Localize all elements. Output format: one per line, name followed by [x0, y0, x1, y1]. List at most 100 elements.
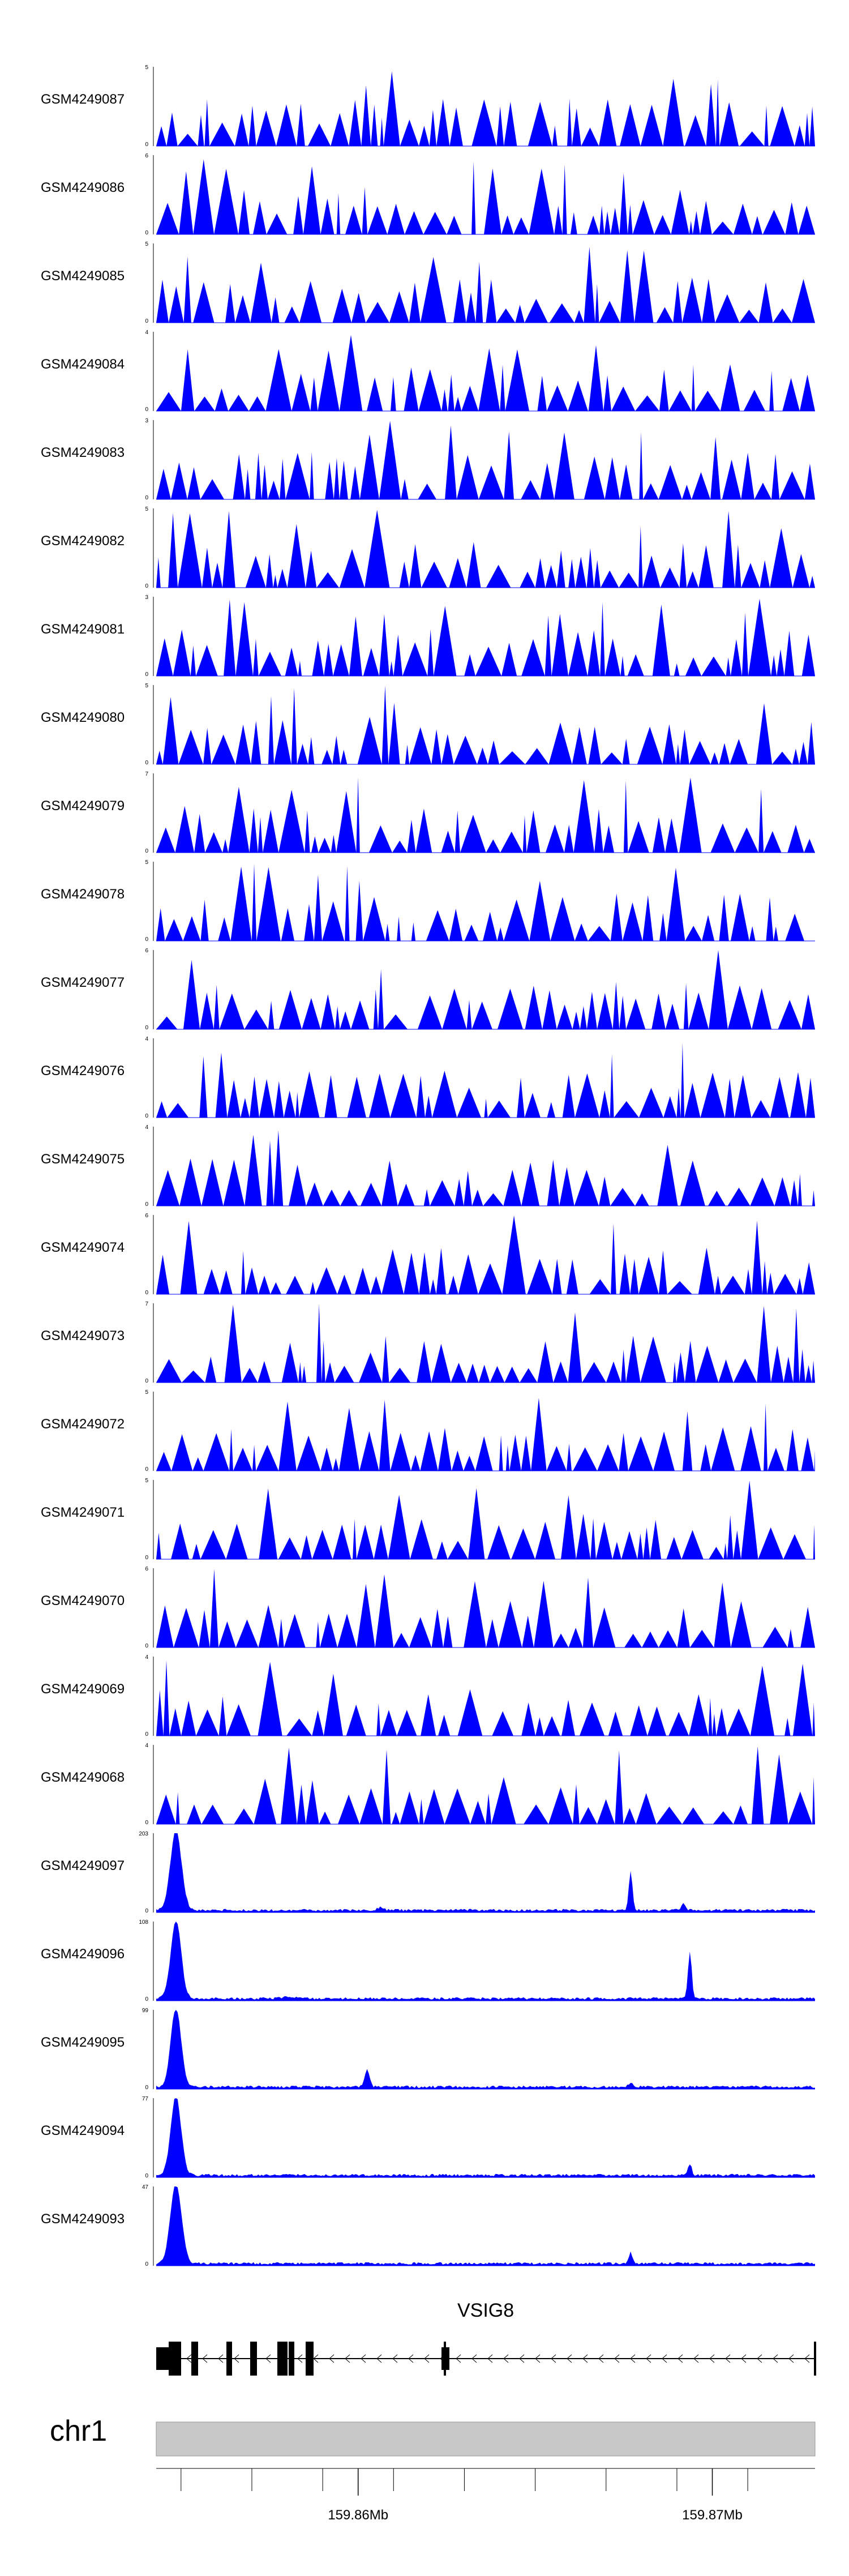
ideogram-axis: 159.86Mb 159.87Mb — [156, 2421, 816, 2523]
exon — [250, 2342, 257, 2376]
track-plot: 60 — [145, 1566, 815, 1649]
track-label: GSM4249083 — [41, 445, 125, 460]
track-GSM4249070: GSM4249070 6 0 — [0, 1565, 849, 1653]
track-GSM4249080: GSM4249080 5 0 — [0, 682, 849, 770]
y-min-label: 0 — [145, 1466, 148, 1473]
exon — [156, 2347, 169, 2370]
y-max-label: 6 — [145, 153, 148, 159]
track-label: GSM4249074 — [41, 1240, 125, 1255]
track-label: GSM4249093 — [41, 2211, 125, 2227]
strand-arrow — [424, 2354, 430, 2363]
y-max-label: 6 — [145, 948, 148, 954]
y-max-label: 5 — [145, 1478, 148, 1484]
chromosome-ideogram — [156, 2421, 816, 2457]
track-GSM4249086: GSM4249086 6 0 — [0, 152, 849, 240]
y-min-label: 0 — [145, 2261, 148, 2267]
signal-area — [156, 1833, 815, 1912]
strand-arrow — [408, 2354, 414, 2363]
y-min-label: 0 — [145, 1378, 148, 1384]
y-max-label: 6 — [145, 1213, 148, 1219]
track-plot: 70 — [145, 771, 815, 854]
strand-arrow — [709, 2354, 715, 2363]
track-GSM4249075: GSM4249075 4 0 — [0, 1123, 849, 1212]
track-GSM4249097: GSM4249097 203 0 — [0, 1830, 849, 1918]
y-max-label: 99 — [142, 2008, 149, 2014]
y-max-label: 4 — [145, 330, 148, 336]
strand-arrow — [693, 2354, 699, 2363]
track-label: GSM4249071 — [41, 1505, 125, 1520]
y-min-label: 0 — [145, 936, 148, 943]
strand-arrow — [297, 2354, 303, 2363]
signal-area — [156, 1480, 815, 1559]
track-plot: 70 — [145, 1301, 815, 1384]
strand-arrow — [788, 2354, 794, 2363]
track-plot: 50 — [145, 65, 815, 148]
y-max-label: 4 — [145, 1654, 148, 1661]
y-max-label: 4 — [145, 1124, 148, 1131]
y-max-label: 5 — [145, 241, 148, 247]
track-label: GSM4249078 — [41, 887, 125, 902]
strand-arrow — [376, 2354, 382, 2363]
track-plot: 40 — [145, 1654, 815, 1738]
exon — [306, 2342, 314, 2376]
track-plot: 50 — [145, 506, 815, 589]
strand-arrow — [392, 2354, 398, 2363]
signal-area — [156, 1043, 815, 1118]
strand-arrow — [519, 2354, 525, 2363]
track-label: GSM4249085 — [41, 268, 125, 284]
signal-area — [156, 1922, 815, 2001]
track-plot: 40 — [145, 1036, 815, 1119]
y-min-label: 0 — [145, 495, 148, 501]
x-tick-label: 159.86Mb — [328, 2507, 388, 2523]
y-min-label: 0 — [145, 1290, 148, 1296]
strand-arrow — [614, 2354, 620, 2363]
track-plot: 50 — [145, 1478, 815, 1561]
y-max-label: 3 — [145, 594, 148, 601]
gene-annotation-track — [156, 2342, 816, 2376]
track-plot: 30 — [145, 418, 815, 501]
y-min-label: 0 — [145, 1908, 148, 1914]
track-plot: 77 0 — [142, 2096, 815, 2179]
track-label: GSM4249082 — [41, 533, 125, 549]
y-max-label: 5 — [145, 1389, 148, 1396]
strand-arrow — [598, 2354, 604, 2363]
y-min-label: 0 — [145, 230, 148, 236]
strand-arrow — [662, 2354, 667, 2363]
signal-area — [156, 335, 815, 411]
y-min-label: 0 — [145, 1643, 148, 1649]
y-max-label: 4 — [145, 1036, 148, 1042]
track-GSM4249078: GSM4249078 5 0 — [0, 858, 849, 947]
track-GSM4249084: GSM4249084 4 0 — [0, 328, 849, 417]
strand-arrow — [218, 2354, 224, 2363]
y-min-label: 0 — [145, 1113, 148, 1119]
y-max-label: 5 — [145, 65, 148, 71]
signal-area — [156, 1215, 821, 1294]
track-label: GSM4249094 — [41, 2123, 125, 2138]
track-GSM4249085: GSM4249085 5 0 — [0, 240, 849, 328]
track-label: GSM4249075 — [41, 1152, 125, 1167]
track-plot: 50 — [145, 859, 816, 943]
track-label: GSM4249081 — [41, 622, 125, 637]
track-label: GSM4249079 — [41, 798, 125, 814]
y-max-label: 6 — [145, 1566, 148, 1572]
track-GSM4249068: GSM4249068 4 0 — [0, 1741, 849, 1830]
track-label: GSM4249084 — [41, 357, 125, 372]
track-plot: 60 — [145, 948, 825, 1031]
signal-area — [156, 1746, 815, 1824]
y-max-label: 5 — [145, 859, 148, 866]
track-label: GSM4249087 — [41, 92, 125, 107]
track-label: GSM4249069 — [41, 1681, 125, 1697]
track-GSM4249096: GSM4249096 108 0 — [0, 1918, 849, 2006]
strand-arrow — [773, 2354, 778, 2363]
strand-arrow — [186, 2354, 192, 2363]
track-label: GSM4249070 — [41, 1593, 125, 1608]
y-min-label: 0 — [145, 318, 148, 324]
track-plot: 50 — [145, 241, 815, 324]
y-max-label: 4 — [145, 1743, 148, 1749]
strand-arrow — [725, 2354, 731, 2363]
track-GSM4249074: GSM4249074 6 0 — [0, 1212, 849, 1300]
strand-arrow — [582, 2354, 588, 2363]
track-GSM4249073: GSM4249073 7 0 — [0, 1300, 849, 1388]
